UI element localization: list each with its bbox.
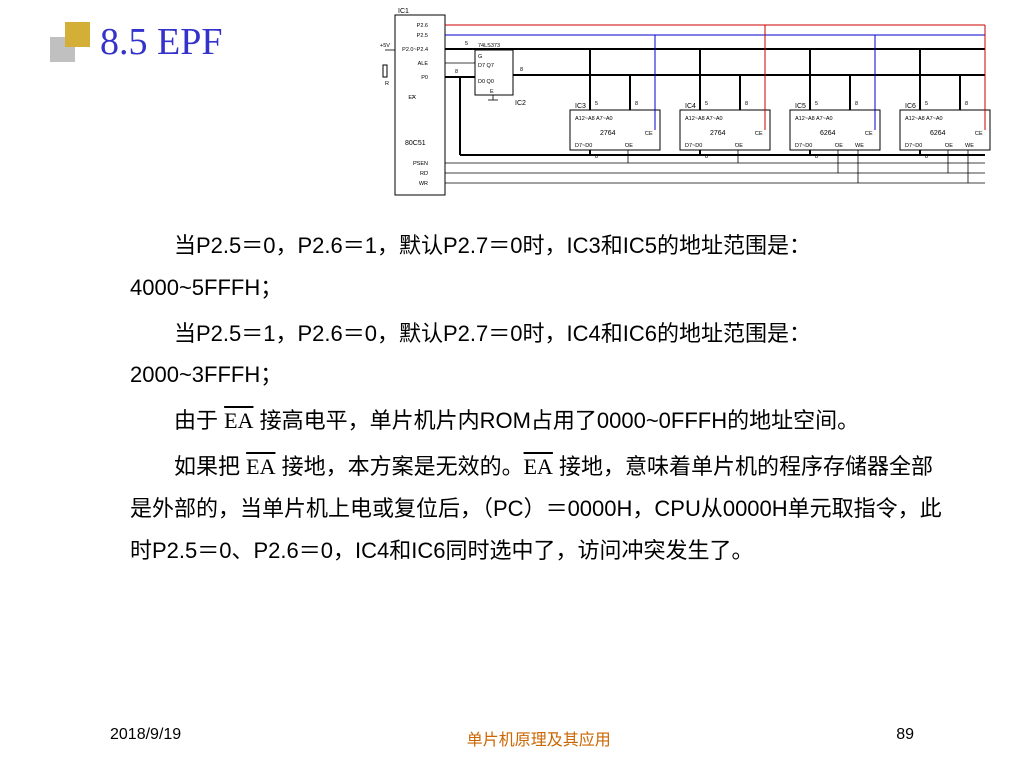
ea-symbol: EA [524, 454, 553, 479]
ic5-group: IC5 A12~A8 A7~A0 6264 D7~D0 OE WE CE 5 8… [790, 35, 880, 183]
svg-text:EA: EA [408, 95, 416, 101]
svg-text:5: 5 [595, 101, 598, 107]
svg-text:P2.0~P2.4: P2.0~P2.4 [402, 47, 428, 53]
svg-text:OE: OE [945, 143, 953, 149]
circuit-diagram: IC1 P2.6 P2.5 P2.0~P2.4 ALE P0 EA 80C51 … [380, 5, 1000, 205]
svg-text:P0: P0 [421, 75, 428, 81]
ea-symbol: EA [246, 454, 275, 479]
svg-text:A12~A8 A7~A0: A12~A8 A7~A0 [795, 116, 833, 122]
svg-text:IC2: IC2 [515, 100, 526, 107]
svg-text:OE: OE [625, 143, 633, 149]
svg-text:CE: CE [865, 131, 873, 137]
svg-text:A12~A8 A7~A0: A12~A8 A7~A0 [905, 116, 943, 122]
svg-text:IC5: IC5 [795, 103, 806, 110]
footer-date: 2018/9/19 [110, 726, 181, 750]
svg-text:80C51: 80C51 [405, 140, 426, 147]
svg-text:+5V: +5V [380, 43, 390, 49]
svg-text:8: 8 [965, 101, 968, 107]
svg-text:D7~D0: D7~D0 [575, 143, 592, 149]
svg-text:D7~D0: D7~D0 [685, 143, 702, 149]
ic4-group: IC4 A12~A8 A7~A0 2764 D7~D0 OE CE 5 8 8 [680, 25, 770, 163]
svg-text:IC6: IC6 [905, 103, 916, 110]
paragraph-2: 当P2.5＝1，P2.6＝0，默认P2.7＝0时，IC4和IC6的地址范围是：2… [130, 313, 944, 397]
svg-text:5: 5 [925, 101, 928, 107]
svg-text:8: 8 [635, 101, 638, 107]
svg-text:A12~A8 A7~A0: A12~A8 A7~A0 [685, 116, 723, 122]
svg-text:5: 5 [465, 41, 468, 47]
title-decoration [50, 22, 90, 62]
svg-text:CE: CE [755, 131, 763, 137]
svg-text:OE: OE [735, 143, 743, 149]
svg-text:G: G [478, 54, 482, 60]
svg-text:D0 Q0: D0 Q0 [478, 79, 494, 85]
svg-text:CE: CE [975, 131, 983, 137]
footer-page: 89 [896, 726, 914, 750]
svg-text:A12~A8 A7~A0: A12~A8 A7~A0 [575, 116, 613, 122]
svg-text:8: 8 [925, 154, 928, 160]
svg-text:WE: WE [855, 143, 864, 149]
svg-text:8: 8 [455, 69, 458, 75]
svg-text:IC4: IC4 [685, 103, 696, 110]
svg-text:D7 Q7: D7 Q7 [478, 63, 494, 69]
svg-text:5: 5 [705, 101, 708, 107]
svg-text:8: 8 [815, 154, 818, 160]
svg-text:P2.5: P2.5 [417, 33, 428, 39]
paragraph-1: 当P2.5＝0，P2.6＝1，默认P2.7＝0时，IC3和IC5的地址范围是：4… [130, 225, 944, 309]
svg-text:E: E [490, 89, 494, 95]
svg-text:WE: WE [965, 143, 974, 149]
svg-text:CE: CE [645, 131, 653, 137]
slide-title: 8.5 EPF [50, 20, 222, 64]
svg-text:ALE: ALE [418, 61, 429, 67]
ic1-label: IC1 [398, 8, 409, 15]
slide-footer: 2018/9/19 单片机原理及其应用 89 [0, 726, 1024, 750]
svg-text:P2.6: P2.6 [417, 23, 428, 29]
footer-course: 单片机原理及其应用 [467, 726, 611, 750]
svg-text:2764: 2764 [710, 130, 726, 137]
svg-text:6264: 6264 [820, 130, 836, 137]
ea-symbol: EA [224, 408, 253, 433]
svg-text:PSEN: PSEN [413, 161, 428, 167]
ic3-group: IC3 A12~A8 A7~A0 2764 D7~D0 OE CE 5 8 8 [570, 35, 660, 163]
svg-text:OE: OE [835, 143, 843, 149]
svg-text:IC3: IC3 [575, 103, 586, 110]
svg-text:8: 8 [745, 101, 748, 107]
svg-text:6264: 6264 [930, 130, 946, 137]
body-content: 当P2.5＝0，P2.6＝1，默认P2.7＝0时，IC3和IC5的地址范围是：4… [130, 225, 944, 575]
svg-text:D7~D0: D7~D0 [905, 143, 922, 149]
svg-text:8: 8 [595, 154, 598, 160]
svg-text:2764: 2764 [600, 130, 616, 137]
svg-text:R: R [385, 81, 389, 87]
svg-text:8: 8 [855, 101, 858, 107]
paragraph-3: 由于 EA 接高电平，单片机片内ROM占用了0000~0FFFH的地址空间。 [130, 400, 944, 442]
svg-text:WR: WR [419, 181, 428, 187]
svg-text:D7~D0: D7~D0 [795, 143, 812, 149]
title-text: 8.5 EPF [100, 20, 222, 64]
svg-text:RD: RD [420, 171, 428, 177]
paragraph-4: 如果把 EA 接地，本方案是无效的。EA 接地，意味着单片机的程序存储器全部是外… [130, 446, 944, 571]
svg-text:8: 8 [520, 67, 523, 73]
svg-text:8: 8 [705, 154, 708, 160]
svg-text:5: 5 [815, 101, 818, 107]
